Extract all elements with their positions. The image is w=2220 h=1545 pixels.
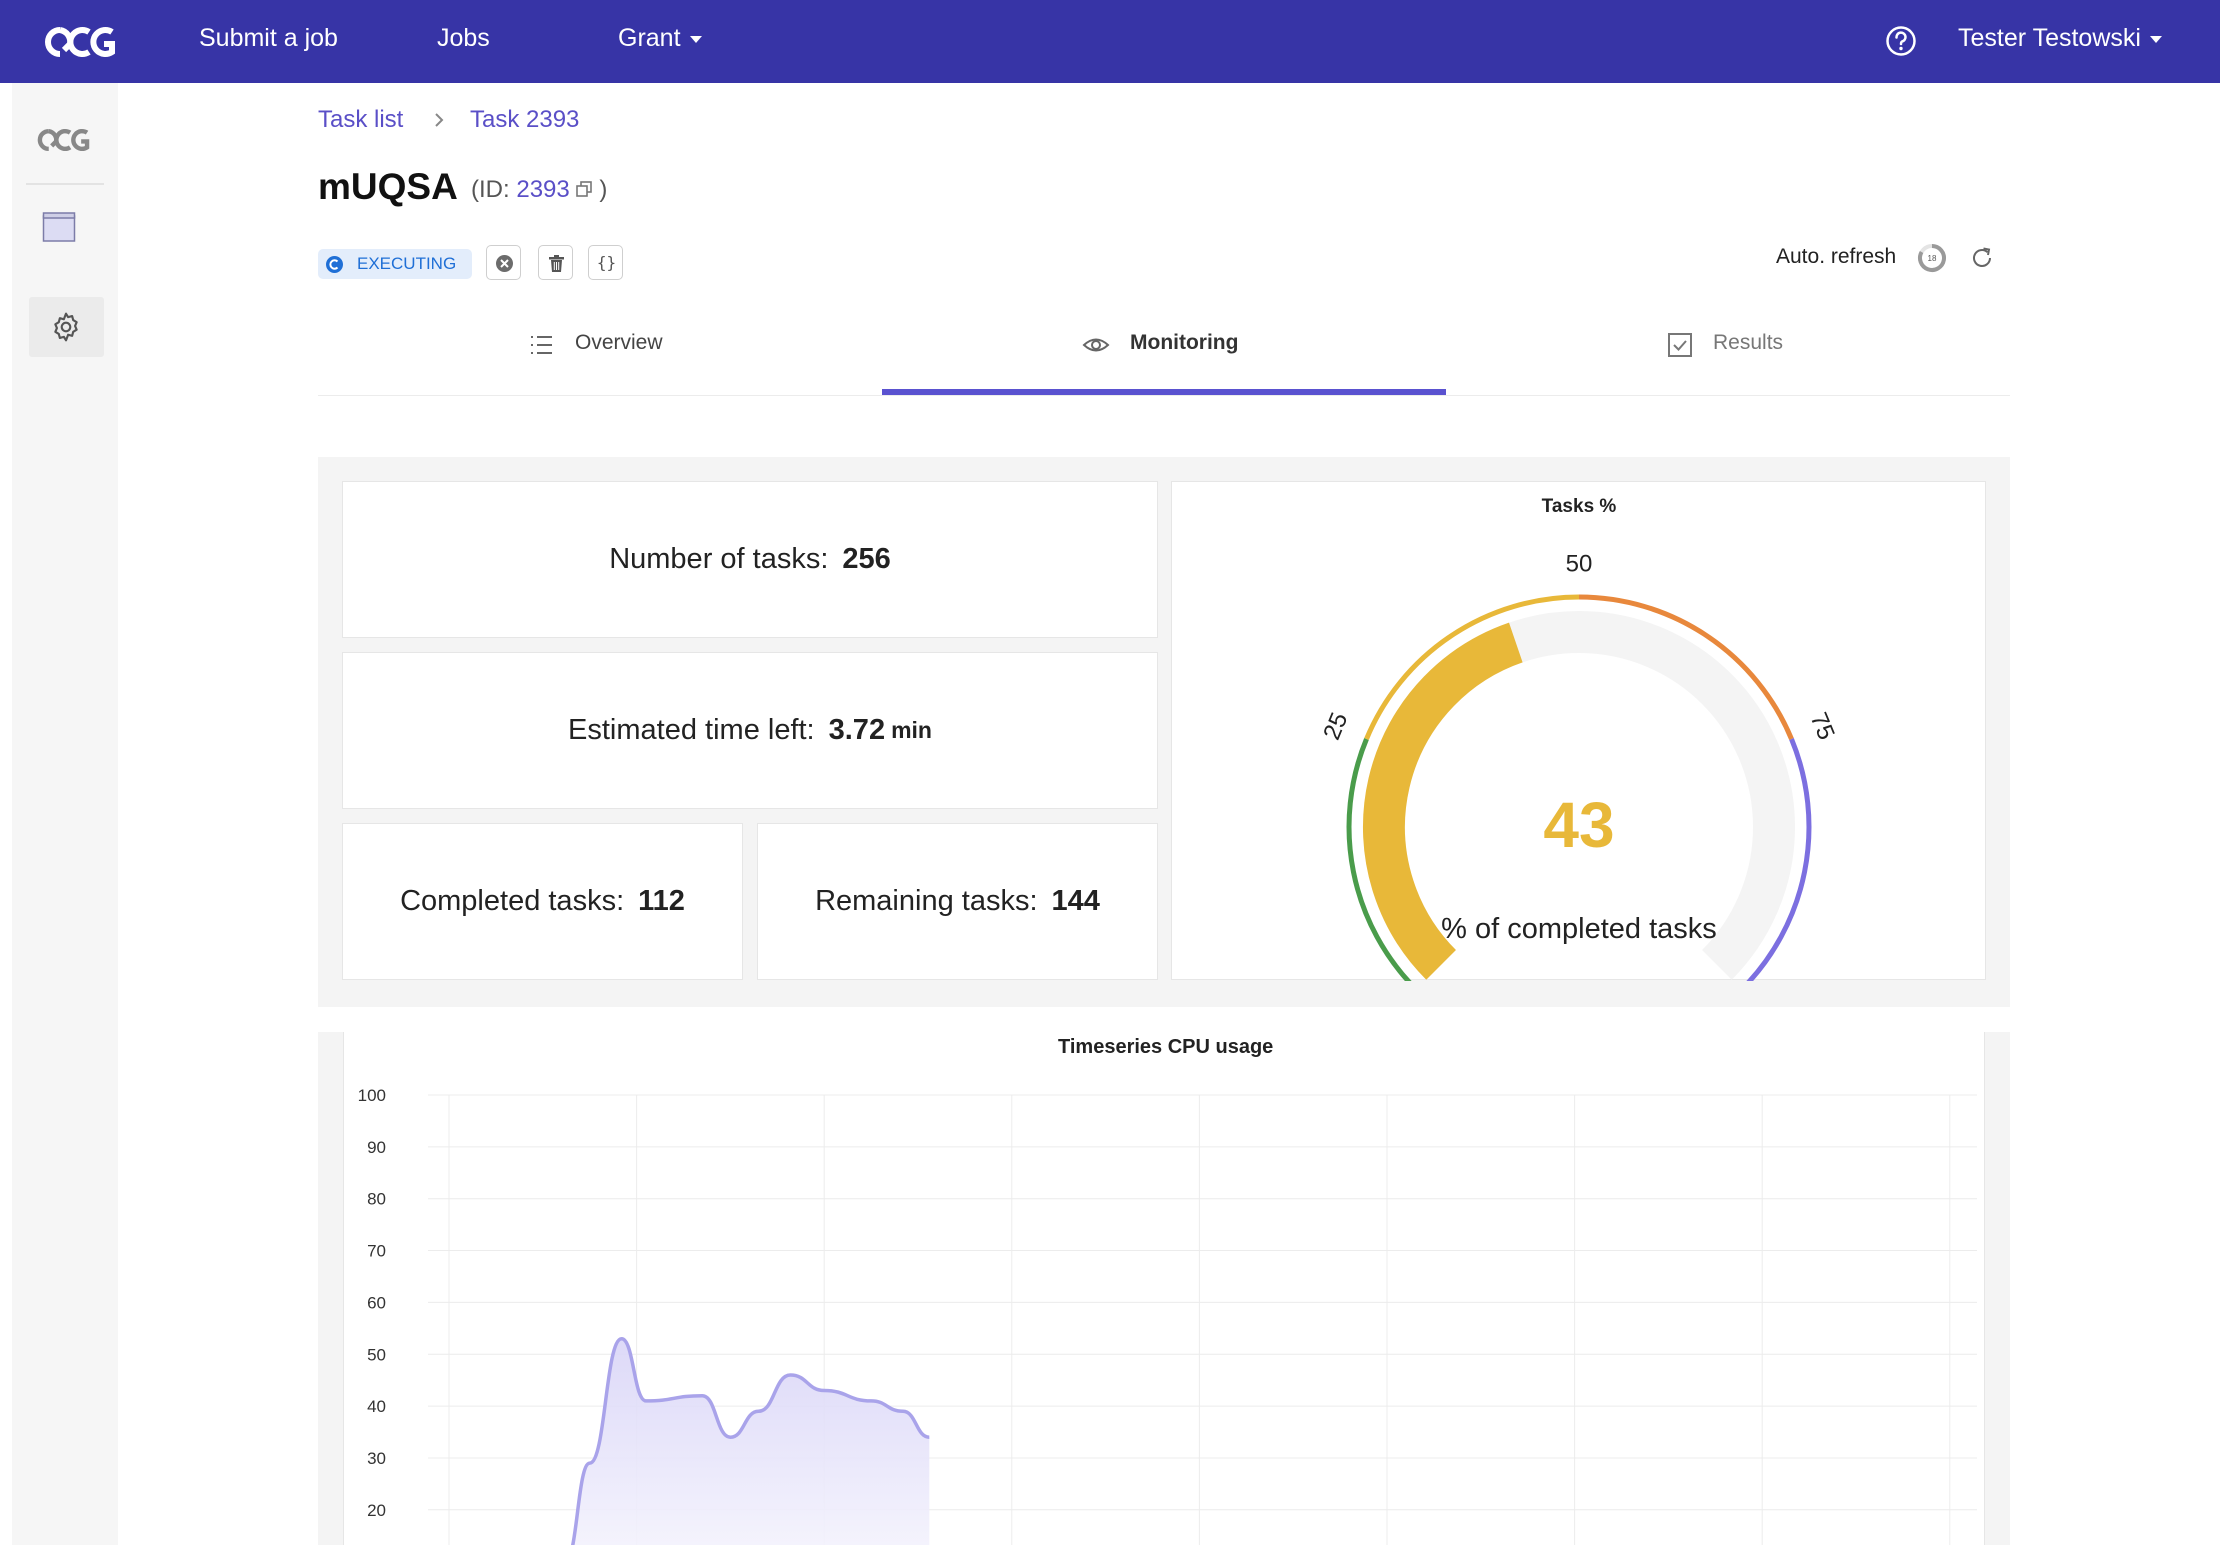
- submit-job-link[interactable]: Submit a job: [199, 24, 338, 52]
- chevron-right-icon: [428, 107, 450, 138]
- y-tick-label: 20: [367, 1501, 386, 1520]
- json-view-button[interactable]: {}: [588, 245, 623, 280]
- task-id-value[interactable]: 2393: [516, 176, 570, 203]
- caret-down-icon: [689, 35, 702, 43]
- gauge-tick-75: 75: [1805, 709, 1840, 744]
- jobs-link[interactable]: Jobs: [437, 24, 490, 52]
- trash-icon: [549, 255, 564, 272]
- top-navbar: Submit a job Jobs Grant Tester Testowski: [0, 0, 2220, 83]
- tab-overview[interactable]: Overview: [525, 322, 705, 382]
- tasks-value: 256: [842, 543, 891, 575]
- executing-icon: [326, 256, 343, 273]
- gauge-subtitle: % of completed tasks: [1441, 913, 1717, 945]
- time-value: 3.72: [828, 714, 886, 746]
- tab-overview-label: Overview: [575, 331, 663, 354]
- breadcrumb-task[interactable]: Task 2393: [470, 106, 580, 133]
- gauge-band-0: [1346, 738, 1412, 981]
- breadcrumb-task-list[interactable]: Task list: [318, 106, 404, 133]
- completed-tasks-card: Completed tasks: 112: [342, 823, 743, 980]
- completed-value: 112: [638, 885, 685, 917]
- remaining-tasks-card: Remaining tasks: 144: [757, 823, 1158, 980]
- active-tab-indicator: [882, 389, 1446, 395]
- cpu-series-area: [565, 1338, 930, 1545]
- sidebar: [12, 83, 118, 1545]
- grant-label: Grant: [618, 24, 681, 52]
- checkbox-icon: [1668, 333, 1692, 357]
- tasks-gauge: Tasks % 025507510043% of completed tasks: [1318, 496, 1840, 981]
- user-menu[interactable]: Tester Testowski: [1958, 24, 2162, 53]
- task-id: (ID: 2393 ): [471, 176, 607, 205]
- y-tick-label: 60: [367, 1293, 386, 1312]
- cpu-chart-title: Timeseries CPU usage: [1058, 1036, 1274, 1058]
- y-tick-label: 50: [367, 1345, 386, 1364]
- refresh-countdown: 18: [1917, 243, 1947, 278]
- tab-monitoring-label: Monitoring: [1130, 331, 1239, 354]
- remaining-label: Remaining tasks:: [815, 885, 1038, 917]
- tab-results[interactable]: Results: [1666, 322, 1816, 382]
- qcg-logo-icon[interactable]: [40, 22, 116, 67]
- sidebar-divider: [26, 183, 104, 185]
- y-tick-label: 80: [367, 1190, 386, 1209]
- time-label: Estimated time left:: [568, 714, 815, 746]
- task-id-prefix: (ID:: [471, 176, 510, 203]
- eye-icon: [1082, 338, 1110, 352]
- refresh-icon[interactable]: [1968, 244, 1996, 277]
- cancel-task-button[interactable]: [486, 245, 521, 280]
- auto-refresh-label: Auto. refresh: [1776, 245, 1897, 268]
- list-icon: [531, 336, 552, 354]
- task-id-suffix: ): [599, 176, 608, 203]
- gauge-title: Tasks %: [1542, 496, 1617, 517]
- time-left-card: Estimated time left: 3.72 min: [342, 652, 1158, 809]
- gauge-fill: [1362, 622, 1523, 980]
- remaining-value: 144: [1051, 885, 1100, 917]
- y-tick-label: 30: [367, 1449, 386, 1468]
- question-circle-icon[interactable]: [1885, 25, 1917, 62]
- qcg-logo-icon[interactable]: [34, 125, 90, 160]
- x-circle-icon: [496, 255, 513, 272]
- gauge-value: 43: [1543, 789, 1614, 861]
- tab-results-label: Results: [1713, 331, 1784, 354]
- gauge-tick-50: 50: [1566, 550, 1593, 577]
- gauge-band-3: [1746, 738, 1812, 981]
- status-text: EXECUTING: [357, 254, 457, 273]
- y-tick-label: 40: [367, 1397, 386, 1416]
- y-tick-label: 100: [358, 1086, 386, 1105]
- grant-dropdown[interactable]: Grant: [618, 24, 702, 53]
- status-badge: EXECUTING: [318, 249, 472, 279]
- tab-monitoring[interactable]: Monitoring: [1082, 322, 1282, 382]
- gauge-band-2: [1578, 594, 1794, 740]
- y-tick-label: 70: [367, 1242, 386, 1261]
- tasks-gauge-card: Tasks % 025507510043% of completed tasks: [1171, 481, 1986, 981]
- sidebar-item-settings[interactable]: [29, 297, 104, 357]
- completed-label: Completed tasks:: [400, 885, 625, 917]
- time-unit: min: [891, 717, 932, 743]
- tasks-label: Number of tasks:: [609, 543, 829, 575]
- number-of-tasks-card: Number of tasks: 256: [342, 481, 1158, 638]
- cpu-usage-chart: 20 30 40 50 60 70 80 90 100: [358, 1086, 1977, 1545]
- y-tick-label: 90: [367, 1138, 386, 1157]
- copy-icon[interactable]: [575, 177, 593, 205]
- tabs-divider: [318, 395, 2010, 396]
- gauge-band-1: [1364, 594, 1580, 740]
- caret-down-icon: [2149, 35, 2162, 43]
- user-name: Tester Testowski: [1958, 24, 2141, 52]
- folder-icon[interactable]: [42, 211, 76, 248]
- refresh-countdown-text: 18: [1928, 254, 1937, 263]
- json-braces-label: {}: [596, 253, 617, 272]
- gauge-tick-25: 25: [1318, 709, 1353, 744]
- delete-task-button[interactable]: [538, 245, 573, 280]
- gear-icon: [54, 312, 78, 342]
- page-title: mUQSA: [318, 166, 458, 207]
